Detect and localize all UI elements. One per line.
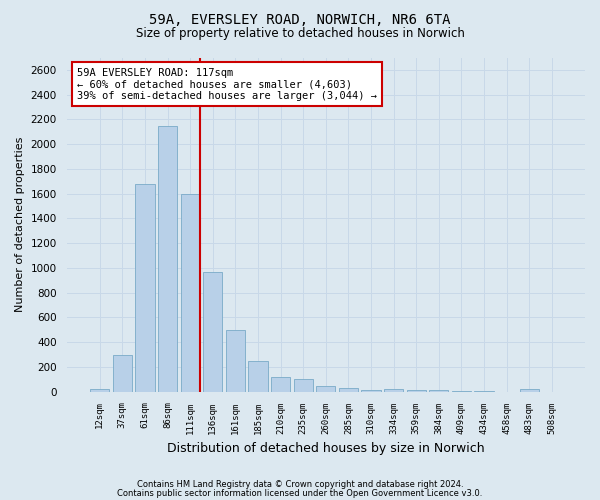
- Bar: [181, 194, 200, 392]
- Text: Contains HM Land Registry data © Crown copyright and database right 2024.: Contains HM Land Registry data © Crown c…: [137, 480, 463, 489]
- Bar: [429, 390, 448, 392]
- Bar: [520, 389, 539, 392]
- Text: 59A, EVERSLEY ROAD, NORWICH, NR6 6TA: 59A, EVERSLEY ROAD, NORWICH, NR6 6TA: [149, 12, 451, 26]
- Bar: [384, 389, 403, 392]
- Text: 59A EVERSLEY ROAD: 117sqm
← 60% of detached houses are smaller (4,603)
39% of se: 59A EVERSLEY ROAD: 117sqm ← 60% of detac…: [77, 68, 377, 100]
- Text: Contains public sector information licensed under the Open Government Licence v3: Contains public sector information licen…: [118, 489, 482, 498]
- Bar: [248, 362, 268, 392]
- Y-axis label: Number of detached properties: Number of detached properties: [15, 137, 25, 312]
- Bar: [113, 354, 132, 392]
- Bar: [475, 391, 494, 392]
- Bar: [316, 386, 335, 392]
- Bar: [203, 272, 223, 392]
- Bar: [136, 184, 155, 392]
- Bar: [339, 388, 358, 392]
- Text: Size of property relative to detached houses in Norwich: Size of property relative to detached ho…: [136, 28, 464, 40]
- Bar: [226, 330, 245, 392]
- Bar: [452, 391, 471, 392]
- Bar: [90, 389, 109, 392]
- Bar: [293, 380, 313, 392]
- Bar: [271, 377, 290, 392]
- X-axis label: Distribution of detached houses by size in Norwich: Distribution of detached houses by size …: [167, 442, 485, 455]
- Bar: [407, 390, 426, 392]
- Bar: [361, 390, 380, 392]
- Bar: [158, 126, 177, 392]
